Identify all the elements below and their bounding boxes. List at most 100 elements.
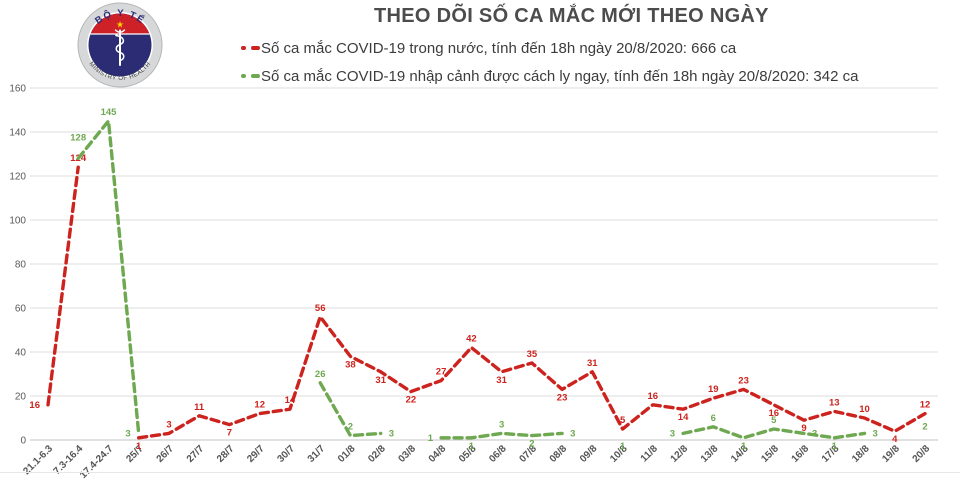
- data-label: 1: [136, 441, 142, 452]
- x-tick-label: 30/7: [276, 443, 298, 465]
- data-label: 4: [892, 434, 898, 445]
- x-tick-label: 06/8: [487, 443, 509, 465]
- data-label: 3: [570, 428, 575, 439]
- x-tick-label: 21.1-6.3: [21, 443, 55, 477]
- data-label: 23: [738, 375, 749, 386]
- legend-label-imported: Số ca mắc COVID-19 nhập cảnh được cách l…: [261, 67, 859, 85]
- data-label: 10: [859, 404, 870, 415]
- x-tick-label: 02/8: [366, 443, 388, 465]
- data-label: 19: [708, 384, 719, 395]
- x-tick-label: 18/8: [850, 443, 872, 465]
- data-label: 3: [499, 419, 504, 430]
- data-label: 27: [436, 367, 447, 378]
- y-tick-label: 160: [9, 84, 26, 95]
- x-tick-label: 15/8: [759, 443, 781, 465]
- data-label: 12: [920, 400, 931, 411]
- data-label: 31: [375, 375, 386, 386]
- x-tick-label: 11/8: [639, 443, 660, 464]
- data-label: 3: [125, 428, 130, 439]
- y-tick-label: 20: [15, 392, 27, 403]
- x-tick-label: 04/8: [427, 443, 449, 465]
- x-tick-label: 20/8: [911, 443, 933, 465]
- chart-title: THEO DÕI SỐ CA MẮC MỚI THEO NGÀY: [374, 5, 769, 27]
- caduceus-icon: [114, 29, 126, 66]
- x-tick-label: 27/7: [185, 443, 207, 465]
- y-tick-label: 60: [15, 304, 27, 315]
- data-label: 23: [557, 392, 568, 403]
- data-label: 2: [922, 422, 927, 433]
- x-tick-label: 08/8: [548, 443, 570, 465]
- data-label: 42: [466, 334, 477, 345]
- data-label: 1: [620, 441, 626, 452]
- moh-logo: ★ BỘ Y TẾ MINISTRY OF HEALTH: [77, 2, 163, 88]
- data-label: 1: [832, 441, 838, 452]
- green-dash-icon: [251, 74, 260, 78]
- data-label: 1: [741, 441, 747, 452]
- data-label: 11: [194, 402, 205, 413]
- data-label: 7: [227, 428, 232, 439]
- data-label: 128: [70, 132, 86, 143]
- data-label: 6: [711, 413, 716, 424]
- data-label: 5: [771, 415, 777, 426]
- x-axis: 21.1-6.37.3-16.417.4-24.7 25/7 26/7 27/7 28/…: [21, 443, 932, 481]
- x-tick-label: 31/7: [306, 443, 328, 465]
- x-tick-label: 17.4-24.7: [78, 443, 116, 481]
- series-line: [78, 121, 925, 438]
- legend-item-domestic: Số ca mắc COVID-19 trong nước, tính đến …: [241, 34, 858, 62]
- red-dash-icon: [241, 46, 246, 50]
- star-icon: ★: [116, 20, 124, 30]
- red-dash-icon: [251, 46, 260, 50]
- data-label: 14: [285, 395, 296, 406]
- y-tick-label: 120: [9, 172, 26, 183]
- legend-label-domestic: Số ca mắc COVID-19 trong nước, tính đến …: [261, 39, 737, 57]
- series-line: [46, 165, 927, 440]
- logo-red-band: [90, 13, 150, 34]
- data-label: 14: [678, 412, 689, 423]
- data-label: 145: [101, 107, 118, 118]
- data-label: 31: [587, 358, 598, 369]
- y-axis: 0 20 40 60 80 100 120 140 160: [9, 84, 26, 447]
- gridlines: [30, 87, 938, 441]
- x-tick-label: 16/8: [790, 443, 812, 465]
- y-tick-label: 0: [20, 436, 26, 447]
- legend: Số ca mắc COVID-19 trong nước, tính đến …: [241, 34, 858, 90]
- data-label: 38: [345, 359, 356, 370]
- data-label: 22: [406, 395, 417, 406]
- data-label: 16: [769, 408, 780, 419]
- data-label: 1: [469, 441, 475, 452]
- data-label: 31: [496, 375, 507, 386]
- data-label: 16: [29, 400, 40, 411]
- data-label: 1: [428, 433, 434, 444]
- data-label: 12: [254, 400, 265, 411]
- data-label: 2: [348, 422, 353, 433]
- data-label: 2: [529, 439, 534, 450]
- x-tick-label: 29/7: [245, 443, 267, 465]
- x-tick-label: 28/7: [215, 443, 237, 465]
- data-label: 3: [812, 428, 817, 439]
- x-tick-label: 03/8: [396, 443, 418, 465]
- x-tick-label: 12/8: [669, 443, 691, 465]
- x-tick-label: 26/7: [155, 443, 177, 465]
- x-tick-label: 09/8: [578, 443, 600, 465]
- data-label: 3: [389, 428, 394, 439]
- y-tick-label: 40: [15, 348, 27, 359]
- data-label: 35: [527, 349, 538, 360]
- legend-item-imported: Số ca mắc COVID-19 nhập cảnh được cách l…: [241, 62, 858, 90]
- x-tick-label: 01/8: [336, 443, 358, 465]
- data-label: 26: [315, 369, 326, 380]
- data-label: 3: [873, 428, 878, 439]
- data-label: 13: [829, 397, 840, 408]
- y-tick-label: 140: [9, 128, 26, 139]
- data-label: 3: [670, 428, 675, 439]
- data-label: 56: [315, 303, 326, 314]
- data-label: 9: [801, 423, 806, 434]
- y-tick-label: 100: [9, 216, 26, 227]
- data-label: 3: [166, 419, 171, 430]
- data-label: 16: [648, 391, 659, 402]
- x-tick-label: 13/8: [699, 443, 721, 465]
- data-label: 5: [620, 415, 626, 426]
- x-tick-label: 19/8: [880, 443, 902, 465]
- green-dash-icon: [241, 74, 246, 78]
